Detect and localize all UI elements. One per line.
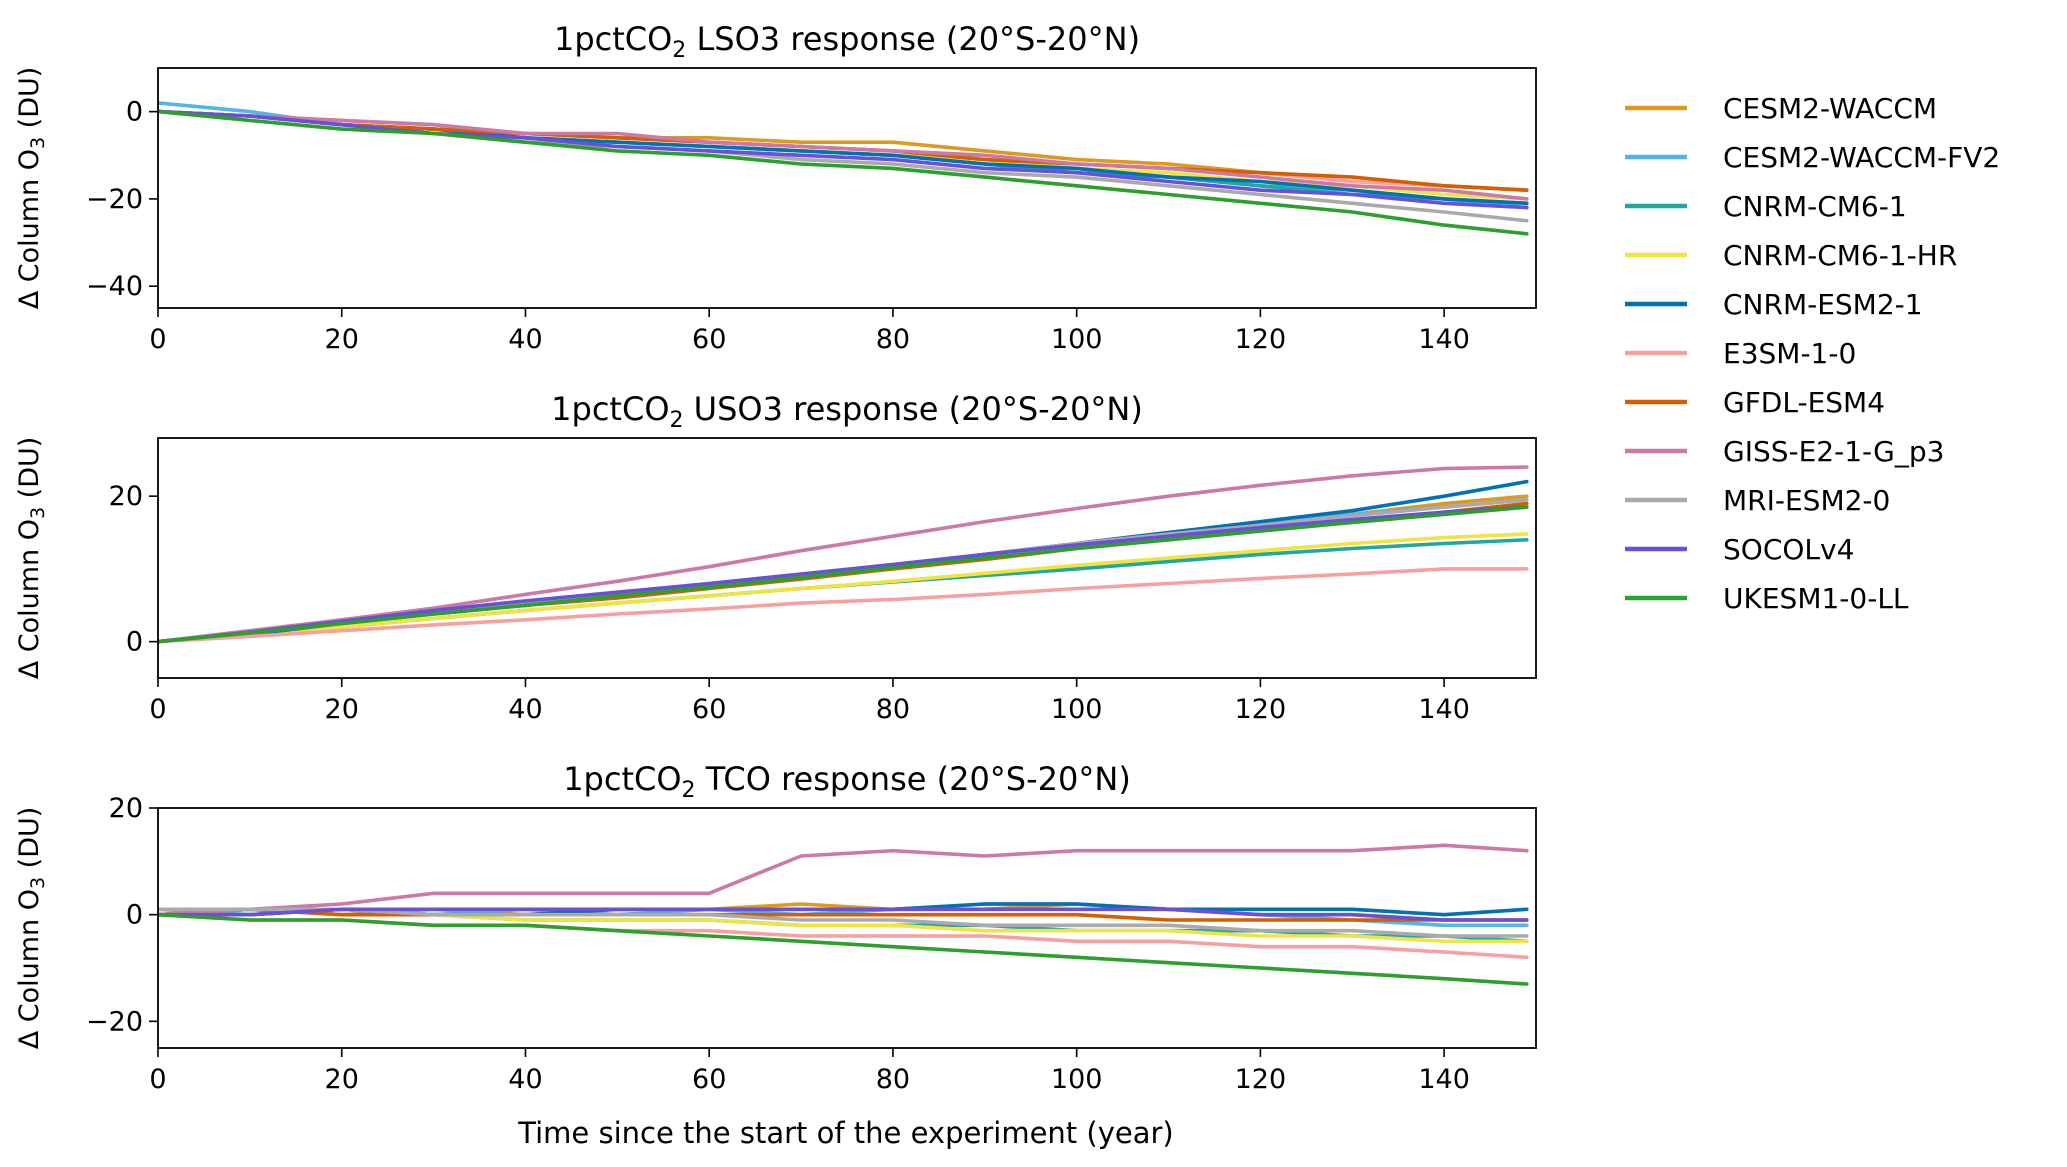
x-tick-label: 100	[1051, 694, 1103, 725]
legend-item: CESM2-WACCM	[1625, 92, 1937, 125]
series-line	[158, 109, 1529, 236]
legend-item: CESM2-WACCM-FV2	[1625, 141, 2000, 174]
legend-label: GFDL-ESM4	[1723, 386, 1885, 419]
series-line	[158, 109, 1529, 192]
x-tick-label: 0	[149, 694, 166, 725]
series-line	[158, 912, 1529, 986]
legend-label: CNRM-ESM2-1	[1723, 288, 1923, 321]
x-tick-label: 100	[1051, 324, 1103, 355]
legend-label: UKESM1-0-LL	[1723, 582, 1909, 615]
series-line	[158, 567, 1529, 644]
x-tick-label: 140	[1418, 324, 1470, 355]
legend-item: CNRM-CM6-1	[1625, 190, 1907, 223]
legend-item: MRI-ESM2-0	[1625, 484, 1890, 517]
legend-label: CESM2-WACCM-FV2	[1723, 141, 2000, 174]
x-tick-label: 120	[1235, 324, 1287, 355]
axes-frame	[157, 807, 1537, 1049]
y-tick-label: 0	[126, 900, 143, 931]
x-tick-label: 140	[1418, 694, 1470, 725]
series-line	[158, 843, 1529, 917]
series-line	[158, 109, 1529, 210]
axes-frame	[157, 437, 1537, 679]
series-lines	[158, 465, 1529, 644]
axes-frame	[157, 67, 1537, 309]
x-tick-label: 40	[508, 324, 542, 355]
chart-panel-2: 0 20 40 60 80 100 120 140 0 20 1pctCO2 USO3 respon…	[14, 390, 1537, 725]
series-lines	[158, 843, 1529, 986]
x-tick-label: 20	[325, 694, 359, 725]
x-tick-label: 40	[508, 1064, 542, 1095]
legend-label: CNRM-CM6-1-HR	[1723, 239, 1957, 272]
x-tick-label: 0	[149, 324, 166, 355]
series-line	[158, 907, 1529, 922]
legend-item: SOCOLv4	[1625, 533, 1854, 566]
legend-label: CNRM-CM6-1	[1723, 190, 1907, 223]
legend: CESM2-WACCM CESM2-WACCM-FV2 CNRM-CM6-1 CNRM…	[1625, 92, 2000, 615]
x-tick-label: 80	[876, 324, 910, 355]
x-tick-label: 100	[1051, 1064, 1103, 1095]
x-tick-label: 60	[692, 1064, 726, 1095]
x-tick-label: 60	[692, 324, 726, 355]
x-tick-label: 80	[876, 1064, 910, 1095]
y-tick-label: −20	[86, 1006, 143, 1037]
legend-item: CNRM-ESM2-1	[1625, 288, 1923, 321]
y-tick-label: 20	[109, 793, 143, 824]
legend-item: CNRM-CM6-1-HR	[1625, 239, 1957, 272]
legend-item: UKESM1-0-LL	[1625, 582, 1909, 615]
legend-label: SOCOLv4	[1723, 533, 1854, 566]
x-tick-label: 40	[508, 694, 542, 725]
y-axis-label: Δ Column O3 (DU)	[14, 67, 49, 310]
y-axis-label: Δ Column O3 (DU)	[14, 437, 49, 680]
x-tick-label: 0	[149, 1064, 166, 1095]
legend-item: GFDL-ESM4	[1625, 386, 1885, 419]
x-tick-label: 80	[876, 694, 910, 725]
x-tick-label: 60	[692, 694, 726, 725]
series-line	[158, 532, 1529, 644]
legend-item: GISS-E2-1-G_p3	[1625, 435, 1944, 468]
chart-title: 1pctCO2 TCO response (20°S-20°N)	[563, 760, 1131, 803]
series-line	[158, 465, 1529, 644]
legend-label: CESM2-WACCM	[1723, 92, 1937, 125]
series-line	[158, 907, 1529, 938]
y-tick-label: 20	[109, 481, 143, 512]
series-line	[158, 109, 1529, 201]
legend-label: E3SM-1-0	[1723, 337, 1856, 370]
y-tick-label: 0	[126, 97, 143, 128]
chart-panel-1: 0 20 40 60 80 100 120 140 −40 −20 0 1pctCO2 LSO3 re…	[14, 20, 1537, 355]
x-tick-label: 120	[1235, 1064, 1287, 1095]
y-tick-label: 0	[126, 627, 143, 658]
x-tick-label: 20	[325, 1064, 359, 1095]
series-line	[158, 505, 1529, 644]
x-tick-label: 140	[1418, 1064, 1470, 1095]
x-axis-label: Time since the start of the experiment (…	[517, 1116, 1173, 1150]
y-tick-label: −40	[86, 271, 143, 302]
chart-title: 1pctCO2 LSO3 response (20°S-20°N)	[554, 20, 1140, 63]
legend-item: E3SM-1-0	[1625, 337, 1856, 370]
series-line	[158, 907, 1529, 922]
y-axis-label: Δ Column O3 (DU)	[14, 807, 49, 1050]
chart-title: 1pctCO2 USO3 response (20°S-20°N)	[551, 390, 1143, 433]
legend-label: MRI-ESM2-0	[1723, 484, 1890, 517]
y-tick-label: −20	[86, 184, 143, 215]
x-tick-label: 120	[1235, 694, 1287, 725]
series-lines	[158, 101, 1529, 236]
legend-label: GISS-E2-1-G_p3	[1723, 435, 1944, 468]
series-line	[158, 505, 1529, 644]
x-tick-label: 20	[325, 324, 359, 355]
